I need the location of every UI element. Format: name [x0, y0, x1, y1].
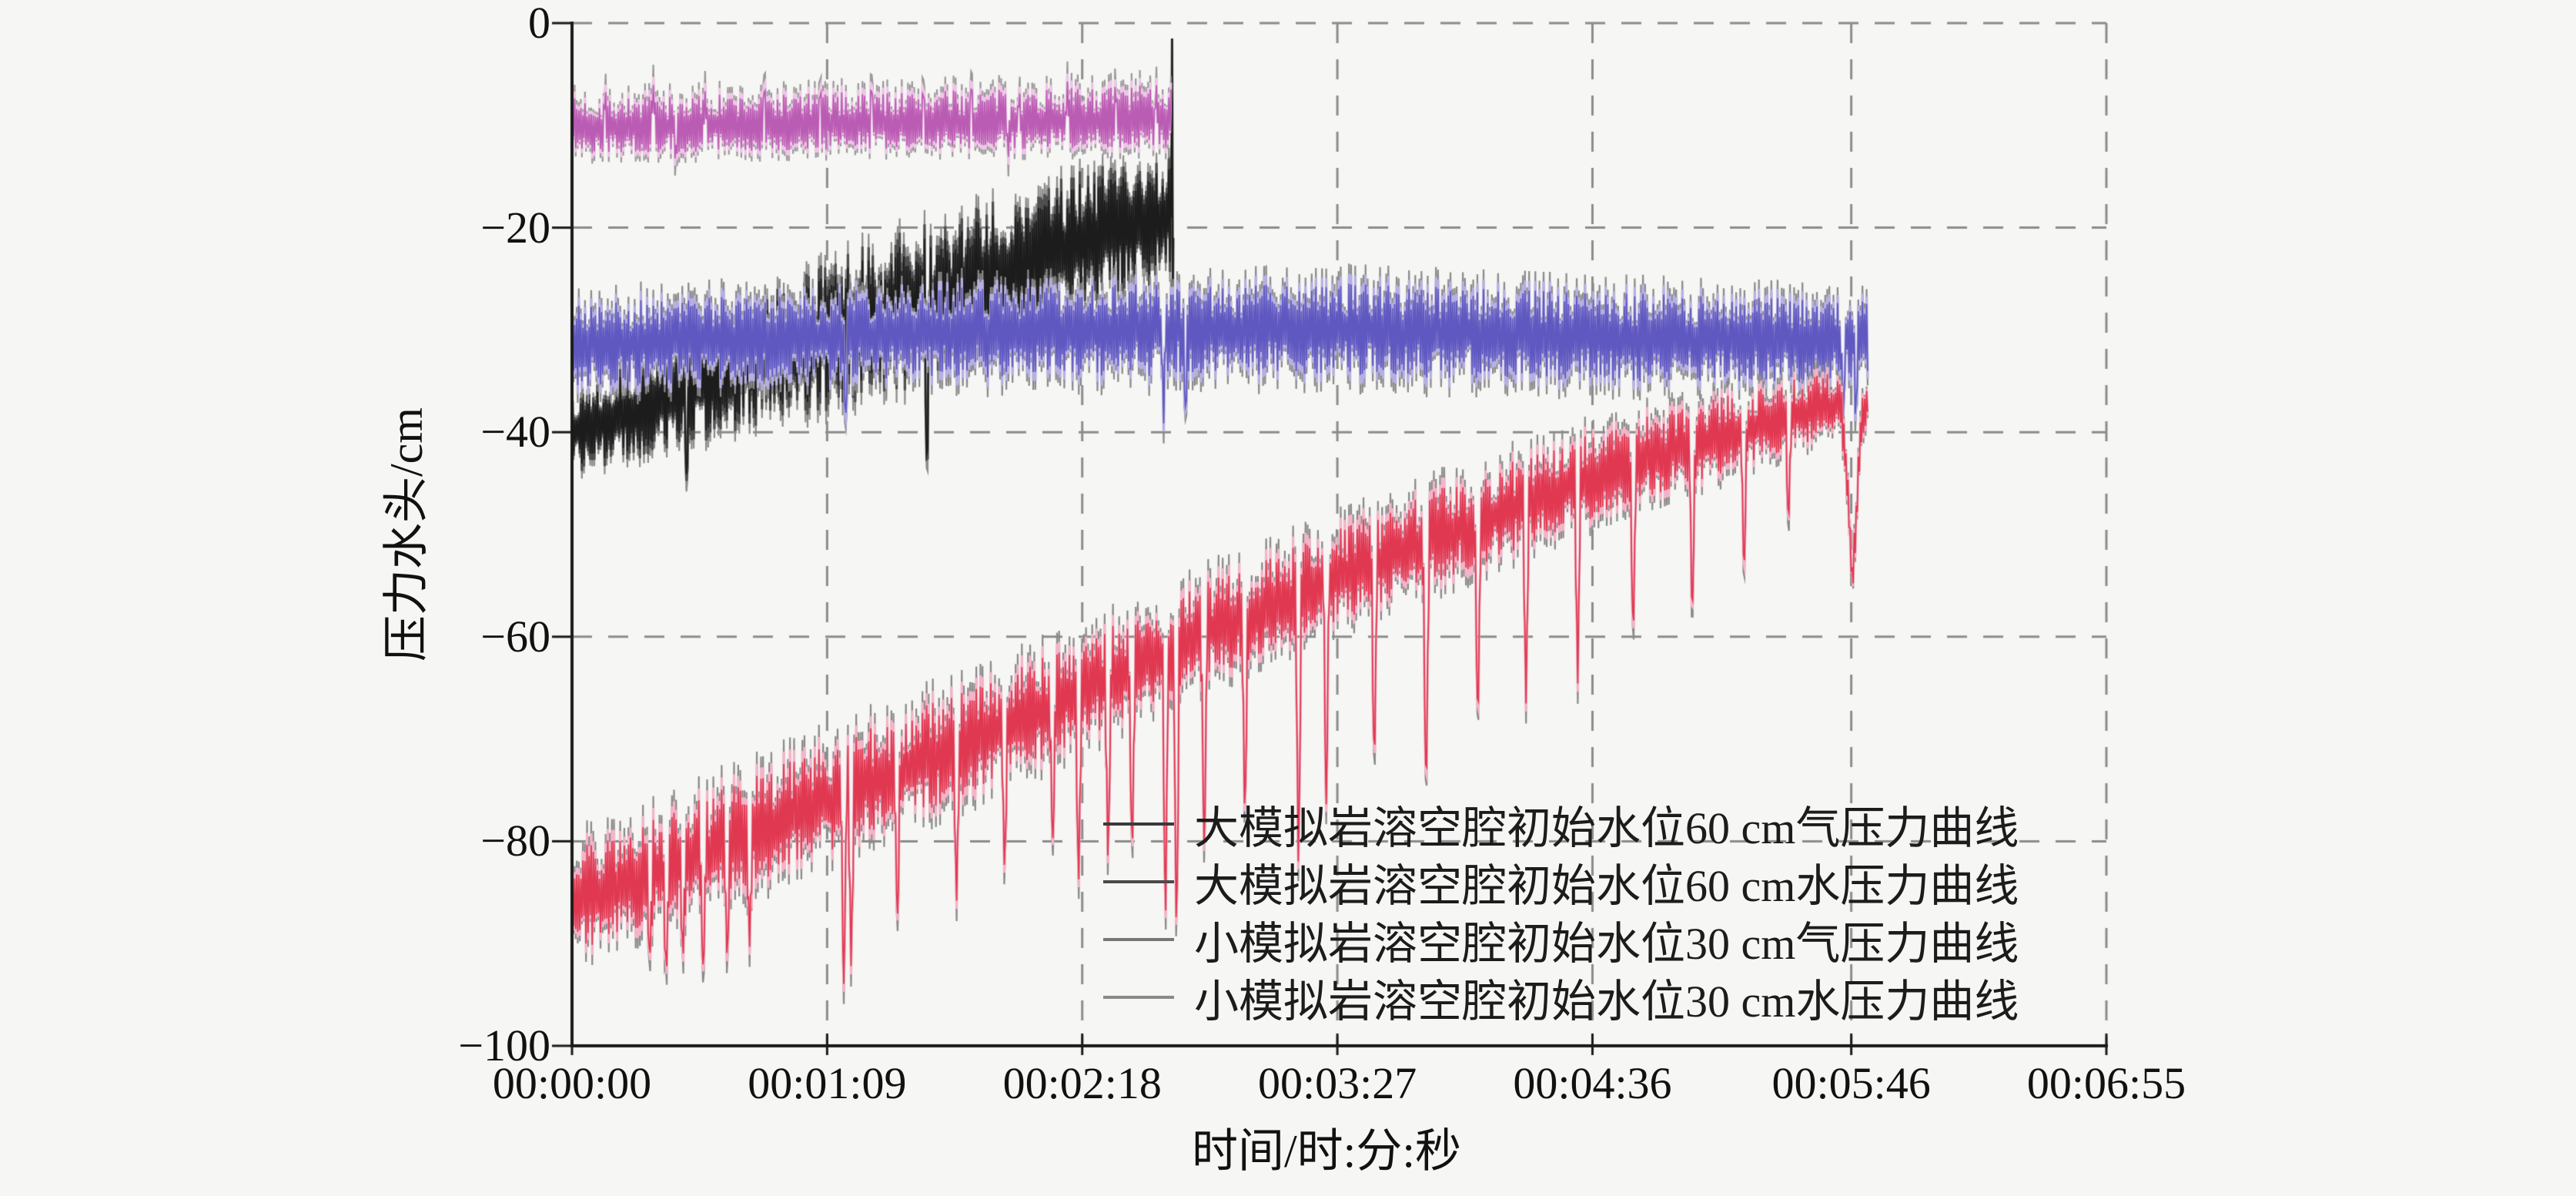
x-tick-label: 00:04:36 — [1513, 1058, 1672, 1108]
legend-label: 大模拟岩溶空腔初始水位60 cm气压力曲线 — [1194, 802, 2019, 853]
x-tick-label: 00:05:46 — [1771, 1058, 1931, 1108]
y-tick-label: −100 — [458, 1020, 550, 1070]
x-tick-label: 00:02:18 — [1002, 1058, 1162, 1108]
legend-line-swatch — [1103, 937, 1174, 941]
legend-item: 小模拟岩溶空腔初始水位30 cm气压力曲线 — [1103, 910, 2019, 969]
x-axis-title: 时间/时:分:秒 — [1191, 1126, 1461, 1177]
x-tick-label: 00:01:09 — [748, 1058, 907, 1108]
legend-item: 大模拟岩溶空腔初始水位60 cm气压力曲线 — [1103, 795, 2019, 853]
y-tick-label: −60 — [480, 611, 550, 662]
legend-item: 小模拟岩溶空腔初始水位30 cm水压力曲线 — [1103, 968, 2019, 1027]
x-tick-label: 00:03:27 — [1257, 1058, 1417, 1108]
legend-label: 大模拟岩溶空腔初始水位60 cm水压力曲线 — [1194, 860, 2019, 911]
legend-label: 小模拟岩溶空腔初始水位30 cm水压力曲线 — [1194, 976, 2019, 1027]
y-tick-label: −20 — [480, 202, 550, 253]
y-axis-title: 压力水头/cm — [381, 407, 432, 662]
legend-item: 大模拟岩溶空腔初始水位60 cm水压力曲线 — [1103, 853, 2019, 911]
legend-line-swatch — [1103, 995, 1174, 999]
legend-line-swatch — [1103, 879, 1174, 883]
y-tick-label: 0 — [528, 0, 550, 48]
y-tick-label: −40 — [480, 407, 550, 457]
y-tick-label: −80 — [480, 816, 550, 866]
x-tick-label: 00:06:55 — [2026, 1058, 2186, 1108]
x-tick-label: 00:00:00 — [492, 1058, 652, 1108]
legend-label: 小模拟岩溶空腔初始水位30 cm气压力曲线 — [1194, 918, 2019, 969]
legend-line-swatch — [1103, 822, 1174, 826]
